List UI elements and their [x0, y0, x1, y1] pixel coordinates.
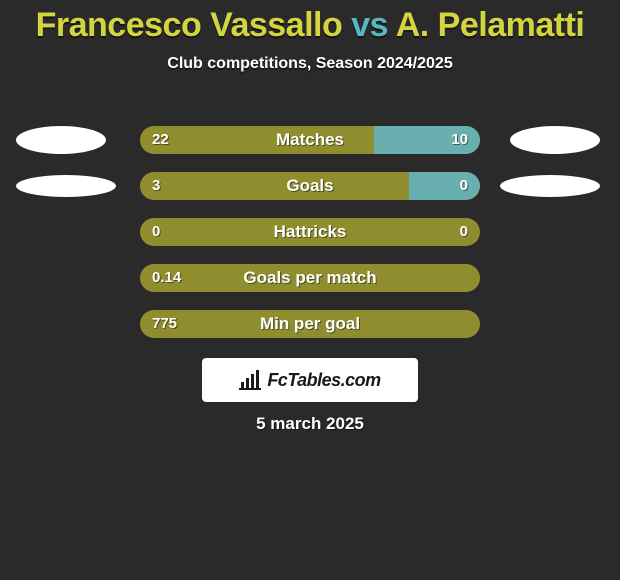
- stat-bar: 30Goals: [140, 172, 480, 200]
- stat-bar-right: [409, 172, 480, 200]
- logo-box: FcTables.com: [202, 358, 418, 402]
- player-ellipse-left: [16, 126, 106, 154]
- page-title: Francesco Vassallo vs A. Pelamatti: [0, 6, 620, 45]
- stat-value-left: 3: [152, 172, 160, 200]
- stat-value-left: 22: [152, 126, 169, 154]
- stat-value-left: 775: [152, 310, 177, 338]
- title-vs: vs: [351, 6, 388, 44]
- player-ellipse-left: [16, 175, 116, 197]
- stat-row: 775Min per goal: [0, 310, 620, 338]
- stat-value-left: 0.14: [152, 264, 181, 292]
- stat-label: Hattricks: [140, 218, 480, 246]
- stat-bar: 0 0Hattricks: [140, 218, 480, 246]
- stat-label: Goals per match: [140, 264, 480, 292]
- player-ellipse-right: [510, 126, 600, 154]
- player-ellipse-right: [500, 175, 600, 197]
- stat-rows: 2210Matches 30Goals 0 0Hattricks 0.14Goals p…: [0, 126, 620, 356]
- stat-row: 0.14Goals per match: [0, 264, 620, 292]
- snapshot-date: 5 march 2025: [0, 414, 620, 434]
- stat-row: 2210Matches: [0, 126, 620, 154]
- stat-bar-right: [374, 126, 480, 154]
- title-player2: A. Pelamatti: [396, 6, 585, 44]
- stat-bar: 775Min per goal: [140, 310, 480, 338]
- subtitle: Club competitions, Season 2024/2025: [0, 55, 620, 73]
- title-player1: Francesco Vassallo: [36, 6, 343, 44]
- bar-chart-icon: [239, 370, 261, 390]
- comparison-card: Francesco Vassallo vs A. Pelamatti Club …: [0, 6, 620, 580]
- stat-value-right: 0: [460, 218, 468, 246]
- stat-value-left: 0: [152, 218, 160, 246]
- stat-bar: 0.14Goals per match: [140, 264, 480, 292]
- stat-label: Min per goal: [140, 310, 480, 338]
- stat-row: 30Goals: [0, 172, 620, 200]
- stat-bar: 2210Matches: [140, 126, 480, 154]
- stat-row: 0 0Hattricks: [0, 218, 620, 246]
- logo-text: FcTables.com: [267, 370, 380, 391]
